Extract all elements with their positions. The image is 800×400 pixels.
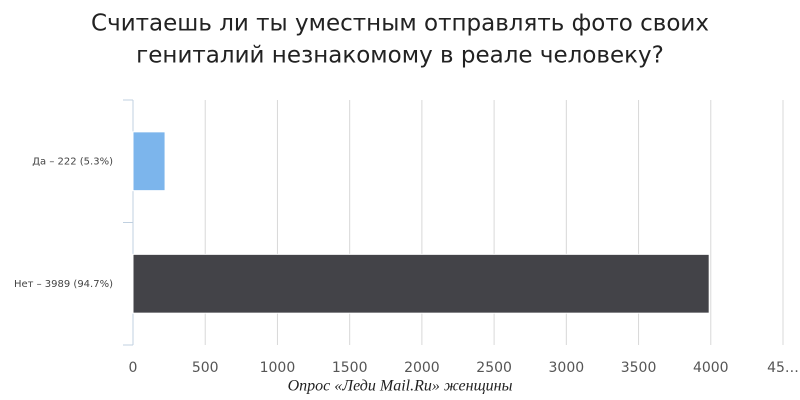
x-tick-label: 1000 bbox=[260, 360, 296, 376]
y-tick-label: Нет – 3989 (94.7%) bbox=[14, 279, 113, 290]
x-tick-label: 2000 bbox=[404, 360, 440, 376]
chart-title: гениталий незнакомому в реале человеку? bbox=[136, 43, 664, 69]
x-tick-label: 3500 bbox=[621, 360, 657, 376]
x-tick-label: 3000 bbox=[549, 360, 585, 376]
source-note: Опрос «Леди Mail.Ru» женщины bbox=[288, 378, 513, 395]
x-tick-label: 0 bbox=[129, 360, 138, 376]
x-tick-label: 1500 bbox=[332, 360, 368, 376]
x-tick-label: 4000 bbox=[693, 360, 729, 376]
y-tick-label: Да – 222 (5.3%) bbox=[32, 156, 113, 167]
bar bbox=[132, 131, 166, 192]
x-tick-label: 45… bbox=[767, 360, 799, 376]
x-tick-label: 2500 bbox=[476, 360, 512, 376]
chart-title: Считаешь ли ты уместным отправлять фото … bbox=[91, 11, 709, 37]
bar bbox=[132, 253, 710, 314]
x-tick-label: 500 bbox=[192, 360, 219, 376]
